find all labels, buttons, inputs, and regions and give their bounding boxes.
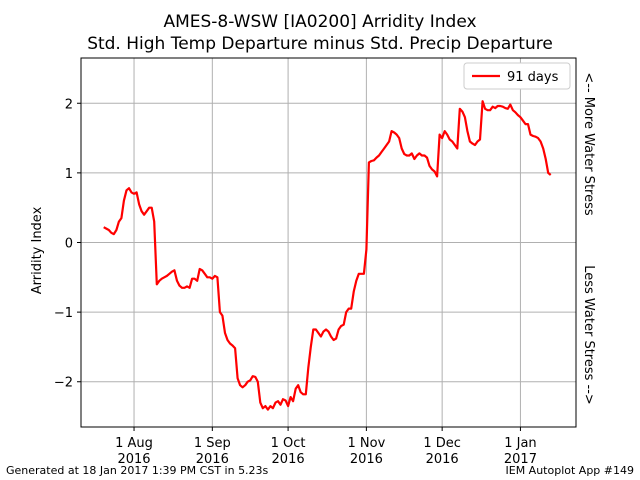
x-axis: 1 Aug 2016 1 Sep 2016 1 Oct 2016 1 Nov 2016 1 De… <box>115 427 537 467</box>
right-label-more-stress: <-- More Water Stress <box>581 72 596 216</box>
y-tick-label: 2 <box>65 97 73 112</box>
y-tick-label: −2 <box>54 376 73 391</box>
footer-generated: Generated at 18 Jan 2017 1:39 PM CST in … <box>6 464 269 477</box>
x-tick-label: 1 Nov 2016 <box>347 436 385 467</box>
series-layer <box>103 100 552 411</box>
legend: 91 days <box>463 62 571 90</box>
right-label-less-stress: Less Water Stress --> <box>581 265 596 405</box>
x-tick-label: 1 Oct 2016 <box>271 436 306 467</box>
x-tick-label: 1 Jan 2017 <box>504 436 537 467</box>
grid-lines <box>81 58 576 427</box>
chart-title: AMES-8-WSW [IA0200] Arridity Index <box>163 12 477 32</box>
legend-box <box>463 62 571 90</box>
x-tick-label: 1 Dec 2016 <box>423 436 461 467</box>
y-tick-label: −1 <box>54 306 73 321</box>
x-tick-label: 1 Aug 2016 <box>115 436 153 467</box>
chart-subtitle: Std. High Temp Departure minus Std. Prec… <box>87 34 553 54</box>
footer-app: IEM Autoplot App #149 <box>505 464 635 477</box>
y-tick-label: 0 <box>65 237 73 252</box>
legend-label: 91 days <box>507 70 559 85</box>
series-line-91-days <box>103 100 552 411</box>
x-tick-label: 1 Sep 2016 <box>194 436 231 467</box>
y-tick-label: 1 <box>65 167 73 182</box>
y-axis-label: Arridity Index <box>30 206 45 294</box>
y-axis: −2 −1 0 1 2 <box>54 97 81 391</box>
